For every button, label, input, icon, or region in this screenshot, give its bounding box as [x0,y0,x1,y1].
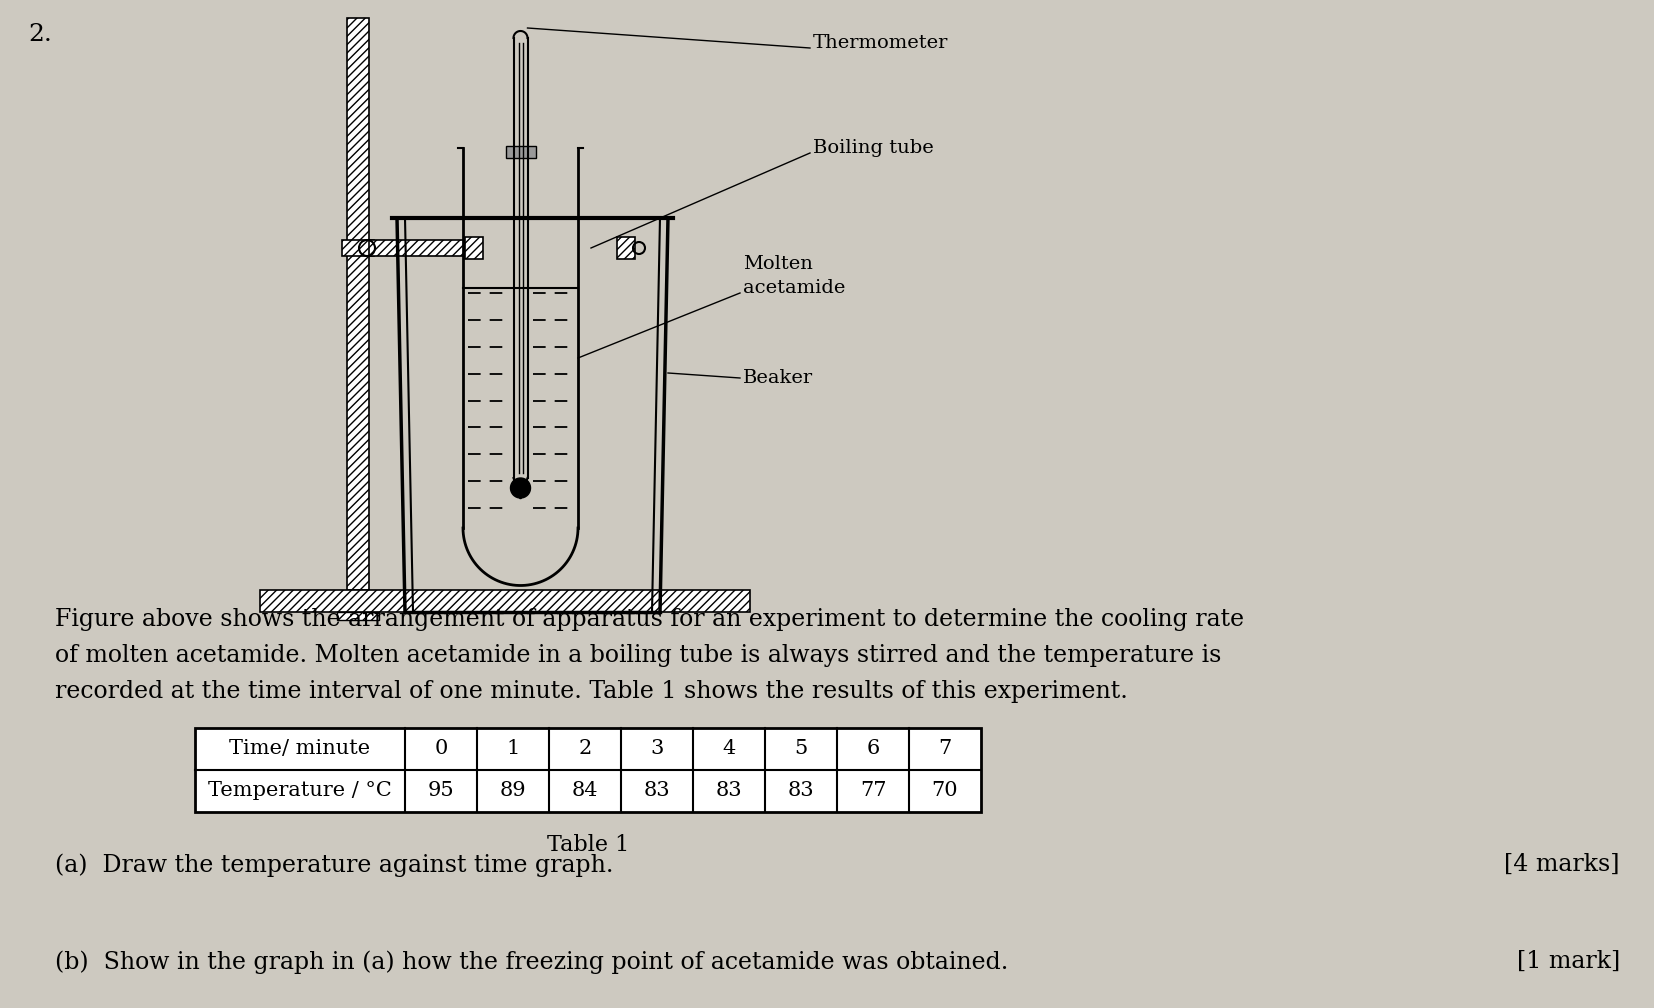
Text: Thermometer: Thermometer [814,34,948,52]
Bar [337,612,379,620]
Text: 84: 84 [572,781,599,800]
Text: 3: 3 [650,740,663,758]
Text: [4 marks]: [4 marks] [1505,853,1619,876]
Text: 7: 7 [938,740,951,758]
Text: Boiling tube: Boiling tube [814,139,935,157]
Bar [369,240,465,256]
Text: recorded at the time interval of one minute. Table 1 shows the results of this e: recorded at the time interval of one min… [55,680,1128,703]
Text: Temperature / °C: Temperature / °C [208,781,392,800]
Text: 77: 77 [860,781,887,800]
Bar [465,237,483,259]
Text: 5: 5 [794,740,807,758]
Bar [195,728,981,812]
Text: Time/ minute: Time/ minute [230,740,370,758]
Text: 83: 83 [643,781,670,800]
Text: Molten
acetamide: Molten acetamide [743,255,845,296]
Text: 6: 6 [867,740,880,758]
Text: 2: 2 [579,740,592,758]
Text: 4: 4 [723,740,736,758]
Text: Table 1: Table 1 [547,834,629,856]
Bar [506,146,536,158]
Text: 1: 1 [506,740,519,758]
Bar [347,18,369,590]
Text: Beaker: Beaker [743,369,814,387]
Text: 89: 89 [500,781,526,800]
Text: 83: 83 [716,781,743,800]
Bar [342,240,374,256]
Text: of molten acetamide. Molten acetamide in a boiling tube is always stirred and th: of molten acetamide. Molten acetamide in… [55,644,1221,667]
Text: 83: 83 [787,781,814,800]
Text: 70: 70 [931,781,958,800]
Text: (a)  Draw the temperature against time graph.: (a) Draw the temperature against time gr… [55,853,614,877]
Text: 2.: 2. [28,23,51,46]
Text: 0: 0 [435,740,448,758]
Bar [195,728,981,812]
Text: [1 mark]: [1 mark] [1517,950,1619,973]
Circle shape [511,478,531,498]
Text: (b)  Show in the graph in (a) how the freezing point of acetamide was obtained.: (b) Show in the graph in (a) how the fre… [55,950,1009,974]
Bar [260,590,749,612]
Text: Figure above shows the arrangement of apparatus for an experiment to determine t: Figure above shows the arrangement of ap… [55,608,1244,631]
Text: 95: 95 [428,781,455,800]
Bar [617,237,635,259]
